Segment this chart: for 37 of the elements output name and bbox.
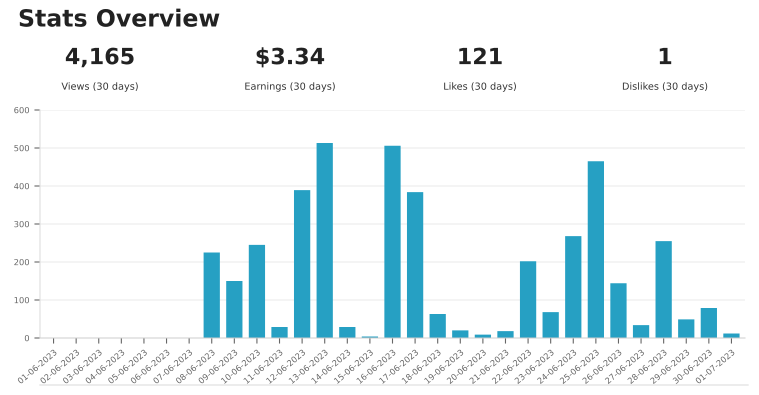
bar [271, 326, 288, 338]
bar [248, 244, 266, 338]
y-tick-label: 600 [14, 106, 30, 114]
bar [384, 146, 401, 338]
bar [656, 241, 672, 338]
bar [204, 252, 220, 338]
bar [678, 319, 694, 338]
chart-title: Stats Overview [20, 8, 220, 27]
y-tick-label: 500 [14, 144, 30, 152]
text: $3.34 [256, 47, 324, 68]
bar [339, 326, 356, 338]
bar [520, 261, 536, 338]
text: Likes (30 days) [444, 82, 516, 92]
bar [406, 192, 424, 338]
bar [294, 190, 310, 338]
bar [497, 331, 514, 338]
bar [588, 161, 604, 338]
bar [700, 308, 717, 338]
bar [430, 314, 446, 338]
y-tick-label: 400 [14, 182, 30, 190]
bar [542, 312, 559, 338]
text: Views (30 days) [61, 82, 138, 92]
text: Dislikes (30 days) [622, 82, 708, 92]
bar [316, 143, 333, 338]
text: Earnings (30 days) [245, 82, 335, 92]
bar [452, 330, 468, 338]
y-tick-label: 200 [14, 258, 30, 266]
text: 1 [660, 48, 672, 64]
y-tick-label: 0 [24, 334, 30, 342]
bar [565, 236, 582, 338]
text: 4,165 [66, 48, 134, 68]
bar [632, 325, 650, 338]
y-tick-label: 100 [14, 296, 30, 304]
y-tick-label: 300 [14, 220, 30, 228]
bar [226, 281, 242, 338]
bar [610, 283, 627, 338]
text: 121 [459, 48, 502, 64]
